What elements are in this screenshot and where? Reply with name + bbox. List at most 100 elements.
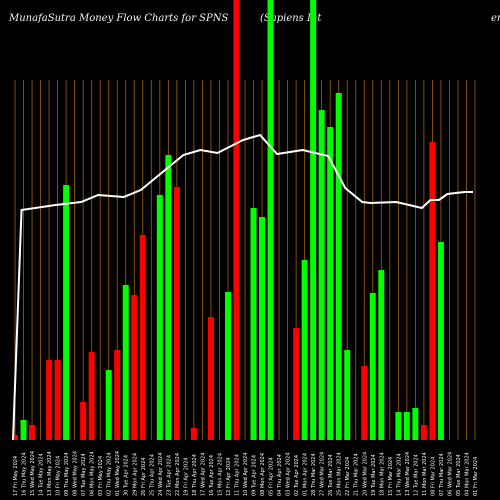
- x-tick-label: 22 Fri Mar 2024: [345, 457, 351, 496]
- money-flow-line: [12, 133, 473, 441]
- flow-bar: [318, 110, 325, 440]
- flow-bar: [29, 425, 36, 440]
- flow-bar: [165, 155, 172, 440]
- flow-bar: [105, 370, 112, 440]
- flow-bar: [190, 428, 197, 440]
- flow-bar: [20, 420, 27, 440]
- flow-bar: [369, 293, 376, 440]
- x-tick-label: 05 Tue Mar 2024: [456, 454, 462, 496]
- x-tick-label: 11 Thu Apr 2024: [234, 454, 240, 496]
- flow-bar: [80, 402, 87, 440]
- flow-bar: [327, 127, 334, 440]
- flow-bar: [403, 412, 410, 440]
- x-tick-label: 09 Tue Apr 2024: [252, 455, 258, 496]
- x-tick-label: 17 Fri May 2024: [13, 456, 19, 496]
- x-tick-label: 30 Tue Apr 2024: [124, 455, 130, 496]
- x-tick-label: 10 Fri May 2024: [56, 456, 62, 496]
- x-tick-label: 13 Wed Mar 2024: [405, 452, 411, 496]
- x-tick-label: 14 Thu Mar 2024: [396, 453, 402, 496]
- x-tick-label: 28 Thu Mar 2024: [311, 453, 317, 496]
- flow-bar: [429, 142, 436, 440]
- x-tick-label: 09 Thu May 2024: [64, 452, 70, 496]
- x-tick-label: 19 Fri Apr 2024: [183, 458, 189, 496]
- x-tick-label: 04 Thu Apr 2024: [277, 454, 283, 496]
- x-tick-label: 07 Thu Mar 2024: [439, 453, 445, 496]
- flow-bar: [156, 195, 163, 440]
- x-tick-label: 16 Tue Apr 2024: [209, 455, 215, 496]
- flow-bar: [344, 350, 351, 440]
- x-tick-label: 19 Tue Mar 2024: [371, 454, 377, 496]
- x-tick-label: 13 Mon May 2024: [47, 451, 53, 496]
- x-tick-label: 15 Mon Apr 2024: [217, 453, 223, 496]
- x-tick-label: 01 Mon Apr 2024: [303, 453, 309, 496]
- x-tick-label: 01 Wed May 2024: [115, 451, 121, 496]
- x-tick-label: 04 Mon Mar 2024: [464, 452, 470, 496]
- flow-bar: [131, 295, 138, 440]
- x-tick-label: 01 Fri Mar 2024: [473, 457, 479, 496]
- x-tick-label: 29 Mon Apr 2024: [132, 453, 138, 496]
- x-tick-label: 22 Mon Apr 2024: [175, 453, 181, 496]
- flow-bar: [420, 425, 427, 440]
- x-tick-label: 27 Wed Mar 2024: [320, 452, 326, 496]
- flow-bar: [139, 235, 146, 440]
- chart-title: MunafaSutra Money Flow Charts for SPNS (…: [9, 13, 500, 24]
- x-tick-label: 25 Mon Mar 2024: [337, 452, 343, 496]
- x-tick-label: 03 Fri May 2024: [98, 456, 104, 496]
- flow-bar: [173, 187, 180, 440]
- x-tick-label: 08 Mon Apr 2024: [260, 453, 266, 496]
- flow-bar: [293, 328, 300, 440]
- flow-bar: [207, 317, 214, 440]
- x-tick-label: 25 Thu Apr 2024: [149, 454, 155, 496]
- x-tick-label: 24 Wed Apr 2024: [158, 453, 164, 496]
- x-tick-label: 08 Fri Mar 2024: [430, 457, 436, 496]
- flow-bar: [335, 93, 342, 440]
- x-tick-label: 10 Wed Apr 2024: [243, 453, 249, 496]
- flow-bar: [412, 408, 419, 440]
- x-tick-label: 15 Fri Mar 2024: [388, 457, 394, 496]
- flow-bar: [259, 217, 266, 440]
- x-tick-label: 26 Fri Apr 2024: [141, 458, 147, 496]
- flow-bar: [12, 435, 18, 440]
- flow-bar: [395, 412, 402, 440]
- x-tick-label: 05 Fri Apr 2024: [269, 458, 275, 496]
- flow-bar: [361, 366, 368, 440]
- x-tick-label: 18 Mon Mar 2024: [379, 452, 385, 496]
- x-tick-label: 12 Tue Mar 2024: [413, 454, 419, 496]
- x-tick-label: 14 Tue May 2024: [39, 453, 45, 496]
- x-tick-label: 06 Wed Mar 2024: [447, 452, 453, 496]
- x-tick-label: 06 Mon May 2024: [90, 451, 96, 496]
- x-tick-label: 12 Fri Apr 2024: [226, 458, 232, 496]
- x-tick-label: 26 Tue Mar 2024: [328, 454, 334, 496]
- flow-bar: [378, 270, 385, 440]
- x-tick-label: 16 Thu May 2024: [22, 452, 28, 496]
- flow-bar: [250, 208, 257, 440]
- x-tick-label: 18 Thu Apr 2024: [192, 454, 198, 496]
- flow-bar: [233, 0, 240, 440]
- chart-title-text: MunafaSutra Money Flow Charts for SPNS: [9, 13, 229, 24]
- x-tick-label: 20 Wed Mar 2024: [362, 452, 368, 496]
- flow-bar: [224, 292, 231, 440]
- x-tick-label: 03 Wed Apr 2024: [286, 453, 292, 496]
- flow-bar: [122, 285, 129, 440]
- flow-bar: [46, 360, 53, 440]
- x-tick-label: 23 Tue Apr 2024: [166, 455, 172, 496]
- x-tick-label: 17 Wed Apr 2024: [200, 453, 206, 496]
- flow-bar: [63, 185, 70, 440]
- x-tick-label: 02 Tue Apr 2024: [294, 455, 300, 496]
- flow-bar: [301, 260, 308, 440]
- flow-bar: [114, 350, 121, 440]
- title-overflow-text: er: [491, 13, 500, 24]
- x-tick-label: 07 Tue May 2024: [81, 453, 87, 496]
- flow-bar: [437, 242, 444, 440]
- x-tick-label: 21 Thu Mar 2024: [354, 453, 360, 496]
- x-tick-label: 11 Mon Mar 2024: [422, 452, 428, 496]
- flow-bar: [54, 360, 61, 440]
- x-tick-label: 08 Wed May 2024: [73, 451, 79, 496]
- x-tick-label: 15 Wed May 2024: [30, 451, 36, 496]
- company-name: (Sapiens Int: [260, 13, 322, 24]
- flow-bar: [88, 352, 95, 440]
- flow-bar: [310, 0, 317, 440]
- x-tick-label: 02 Thu May 2024: [107, 452, 113, 496]
- flow-bar: [267, 0, 274, 440]
